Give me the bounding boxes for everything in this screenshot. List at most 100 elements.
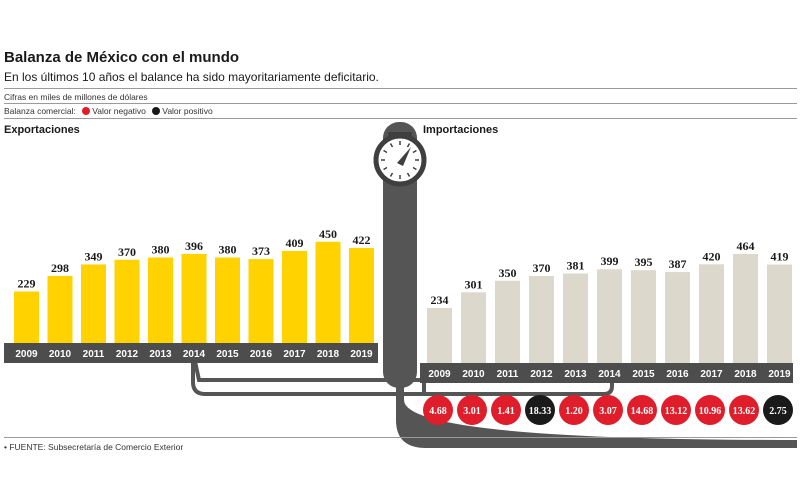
gauge-tick [406, 172, 411, 177]
imports-tick-label: 2014 [598, 369, 621, 380]
exports-bar [81, 264, 106, 343]
balance-marker [457, 395, 487, 425]
scale-column [383, 122, 417, 388]
exports-value-label: 298 [51, 261, 69, 275]
gauge-tick [383, 149, 388, 154]
exports-tick-label: 2018 [317, 349, 340, 360]
imports-tick-label: 2012 [530, 369, 553, 380]
exports-value-label: 409 [286, 236, 304, 250]
exports-bar [181, 253, 207, 343]
exports-title: Exportaciones [4, 124, 80, 136]
imports-tick-label: 2017 [700, 369, 723, 380]
exports-chart: 229 2009 298 2010 349 2011 370 2012 380 2013 396 20… [4, 227, 378, 363]
balance-marker [763, 395, 793, 425]
exports-tick-label: 2016 [250, 349, 273, 360]
imports-value-label: 399 [601, 254, 619, 268]
balance-value-label: 4.68 [429, 406, 447, 417]
imports-value-label: 301 [465, 277, 483, 291]
balance-marker [525, 395, 555, 425]
gauge-tick [406, 143, 411, 148]
exports-value-label: 450 [319, 227, 337, 241]
imports-value-label: 420 [703, 249, 721, 263]
exports-axis-band [4, 343, 378, 363]
imports-value-label: 395 [635, 255, 653, 269]
exports-value-label: 422 [353, 233, 371, 247]
imports-title: Importaciones [423, 124, 499, 136]
balance-row: 4.68 3.01 1.41 18.33 1.20 3.07 14.68 13.12 10.96… [423, 395, 793, 425]
gauge-tick [383, 166, 388, 171]
imports-bar [699, 264, 724, 363]
exports-tick-label: 2014 [183, 349, 206, 360]
exports-value-label: 380 [219, 243, 237, 257]
imports-bar [733, 253, 758, 363]
gauge-tick [412, 149, 417, 154]
gauge-tick [412, 166, 417, 171]
exports-bar [47, 275, 73, 343]
exports-bar [315, 241, 341, 343]
legend-positive-swatch [152, 107, 161, 115]
imports-tick-label: 2010 [462, 369, 485, 380]
exports-value-label: 349 [85, 249, 103, 263]
exports-tick-label: 2011 [83, 349, 105, 360]
divider [4, 118, 797, 119]
legend-negative-label: Valor negativo [92, 106, 146, 116]
imports-tick-label: 2015 [632, 369, 655, 380]
exports-tick-label: 2019 [350, 349, 373, 360]
gauge-needle [397, 147, 411, 166]
imports-bar [563, 273, 588, 363]
divider [4, 103, 797, 104]
balance-value-label: 1.41 [497, 406, 515, 417]
scale-graphic [191, 122, 797, 448]
exports-bar [215, 257, 240, 343]
imports-value-label: 370 [533, 261, 551, 275]
exports-tick-label: 2015 [216, 349, 239, 360]
divider [4, 88, 797, 89]
balance-marker [627, 395, 657, 425]
imports-bar [427, 308, 452, 363]
exports-value-label: 396 [185, 239, 203, 253]
balance-value-label: 3.07 [599, 406, 617, 417]
exports-value-label: 373 [252, 244, 270, 258]
exports-tick-label: 2017 [283, 349, 306, 360]
chart-title: Balanza de México con el mundo [4, 49, 240, 66]
exports-bar [114, 259, 140, 343]
divider [4, 437, 797, 438]
balance-marker [695, 395, 725, 425]
balance-marker [559, 395, 589, 425]
legend-positive-label: Valor positivo [162, 106, 213, 116]
imports-value-label: 464 [737, 239, 755, 253]
balance-marker [491, 395, 521, 425]
imports-tick-label: 2018 [734, 369, 757, 380]
balance-marker [423, 395, 453, 425]
balance-value-label: 13.62 [733, 406, 756, 417]
exports-tick-label: 2009 [15, 349, 38, 360]
exports-value-label: 380 [152, 243, 170, 257]
imports-connector [404, 372, 614, 396]
balance-value-label: 2.75 [769, 406, 787, 417]
legend: Balanza comercial: Valor negativo Valor … [4, 106, 213, 116]
imports-tick-label: 2016 [666, 369, 689, 380]
imports-value-label: 381 [567, 258, 585, 272]
imports-tick-label: 2009 [428, 369, 451, 380]
balance-value-label: 18.33 [529, 406, 552, 417]
balance-value-label: 1.20 [565, 406, 583, 417]
imports-bar [665, 272, 690, 363]
imports-value-label: 419 [771, 250, 789, 264]
balance-marker [729, 395, 759, 425]
imports-value-label: 234 [431, 293, 449, 307]
balance-value-label: 13.12 [665, 406, 688, 417]
exports-tick-label: 2013 [149, 349, 172, 360]
imports-bar [461, 292, 486, 363]
chart-subtitle: En los últimos 10 años el balance ha sid… [4, 70, 379, 84]
legend-negative-swatch [82, 107, 91, 115]
imports-value-label: 350 [499, 266, 517, 280]
exports-bar [282, 250, 307, 343]
balance-value-label: 14.68 [631, 406, 654, 417]
exports-bar [14, 291, 39, 343]
exports-tick-label: 2012 [116, 349, 139, 360]
imports-tick-label: 2011 [497, 369, 519, 380]
balance-marker [661, 395, 691, 425]
exports-value-label: 229 [18, 276, 36, 290]
exports-bar [349, 248, 374, 343]
